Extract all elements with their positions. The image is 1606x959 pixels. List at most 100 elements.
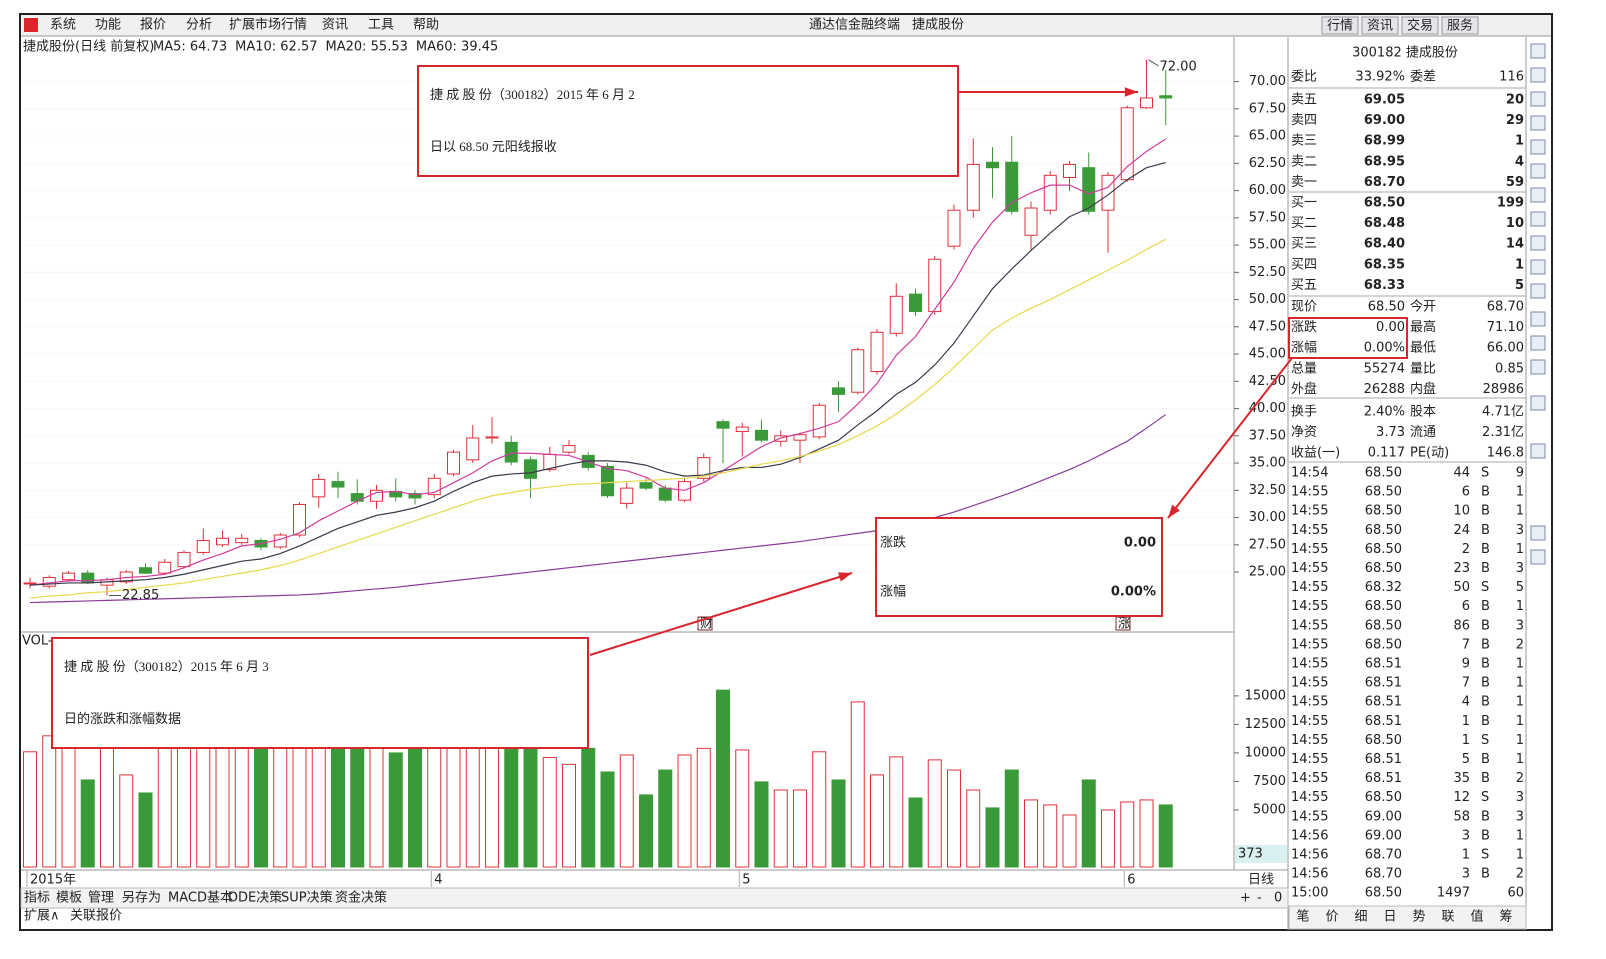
icon[interactable]	[1530, 311, 1546, 327]
menu-item[interactable]: 工具	[368, 18, 394, 33]
icon[interactable]	[1530, 235, 1546, 251]
tick-time: 14:56	[1291, 828, 1328, 843]
bottom-tab[interactable]: 扩展∧	[24, 909, 60, 924]
menu-item[interactable]: 资讯	[322, 18, 348, 33]
candle-body	[735, 426, 749, 432]
menu-item[interactable]: 扩展市场行情	[229, 17, 307, 33]
stat-value: 0.00%	[1364, 341, 1405, 356]
volume-side-box	[1235, 845, 1287, 863]
bottom-tab[interactable]: SUP决策	[281, 890, 333, 906]
icon[interactable]	[1530, 43, 1546, 59]
bottom-tab[interactable]: MACD基本	[168, 891, 233, 906]
quote-tab[interactable]: 筹	[1499, 909, 1512, 925]
candle-body	[235, 537, 249, 544]
quote-tab[interactable]: 细	[1354, 910, 1367, 925]
tick-side: B	[1481, 809, 1490, 824]
tick-time: 14:55	[1291, 561, 1328, 576]
menu-item[interactable]: 系统	[50, 18, 76, 33]
y-tick-label: 55.00	[1249, 238, 1286, 253]
quote-tab[interactable]: 日	[1383, 910, 1396, 925]
candle-body	[177, 551, 191, 568]
tick-volume: 44	[1453, 466, 1470, 481]
tick-price: 68.32	[1365, 580, 1402, 595]
arrow	[1167, 357, 1293, 519]
menu-item[interactable]: 报价	[140, 18, 166, 33]
icon[interactable]	[1530, 259, 1546, 275]
menu-item[interactable]: 功能	[95, 18, 121, 33]
quote-tab[interactable]: 笔	[1296, 909, 1309, 925]
tick-volume: 1	[1462, 733, 1470, 748]
y-tick-label: 32.50	[1249, 483, 1286, 498]
icon[interactable]	[1530, 211, 1546, 227]
tick-volume: 58	[1453, 809, 1470, 824]
volume-bar	[985, 807, 1000, 868]
tick-volume: 12	[1453, 790, 1470, 805]
bottom-tab[interactable]: 管理	[88, 891, 114, 906]
volume-bar	[234, 741, 249, 868]
icon[interactable]	[1530, 115, 1546, 131]
tick-count: 1	[1516, 504, 1524, 519]
tick-side: B	[1481, 561, 1490, 576]
menu-item[interactable]: 帮助	[413, 18, 439, 33]
quote-tab[interactable]: 价	[1325, 910, 1338, 925]
app-icon	[24, 18, 38, 32]
bottom-tab[interactable]: 资金决策	[335, 890, 387, 906]
quote-tab[interactable]: 值	[1470, 909, 1483, 925]
stat-label: 最高	[1410, 319, 1436, 335]
icon[interactable]	[1530, 395, 1546, 411]
icon[interactable]	[1530, 283, 1546, 299]
bottom-tab[interactable]: 关联报价	[70, 909, 122, 924]
icon[interactable]	[1530, 359, 1546, 375]
volume-bar	[812, 751, 827, 868]
zoom-control[interactable]: +	[1240, 891, 1251, 906]
candle-body	[1082, 167, 1096, 212]
stat-label: 量比	[1410, 361, 1436, 376]
stat-label: 涨跌	[1291, 319, 1317, 335]
stat-value: 71.10	[1487, 320, 1524, 335]
bottom-tab[interactable]: 模板	[56, 891, 82, 906]
icon[interactable]	[1530, 549, 1546, 565]
icon[interactable]	[1530, 67, 1546, 83]
toolbar-button[interactable]	[1401, 16, 1439, 35]
tick-time: 14:55	[1291, 771, 1328, 786]
candle-body	[350, 493, 364, 502]
tick-volume: 3	[1462, 867, 1470, 882]
candle-body	[293, 503, 306, 536]
quote-tab[interactable]: 势	[1412, 909, 1425, 925]
tick-time: 14:56	[1291, 867, 1328, 882]
volume-bar	[658, 769, 673, 868]
arrow	[589, 572, 853, 656]
menu-item[interactable]: 分析	[186, 18, 212, 33]
y-tick-label: 67.50	[1249, 101, 1286, 116]
window-title: 通达信金融终端	[809, 17, 900, 33]
icon[interactable]	[1530, 163, 1546, 179]
candle-body	[620, 487, 634, 504]
order-price: 68.33	[1364, 278, 1405, 293]
stat-label: 流通	[1410, 425, 1436, 440]
zoom-control[interactable]: 0	[1274, 891, 1282, 906]
arrow-head	[1124, 87, 1138, 97]
volume-bar	[600, 771, 615, 868]
icon[interactable]	[1530, 335, 1546, 351]
icon[interactable]	[1530, 525, 1546, 541]
zoom-control[interactable]: -	[1257, 891, 1262, 906]
overlay: 捷 成 股 份（300182）2015 年 6 月 2 日以 68.50 元阳线报…	[51, 65, 1408, 749]
order-price: 68.99	[1364, 134, 1405, 149]
tick-count: 1	[1516, 676, 1524, 691]
stat-label: 最低	[1410, 341, 1436, 356]
order-price: 68.35	[1364, 257, 1405, 272]
toolbar-button[interactable]	[1361, 16, 1399, 35]
tick-count: 1	[1516, 848, 1524, 863]
bottom-tab[interactable]: 指标	[24, 891, 50, 906]
icon[interactable]	[1530, 91, 1546, 107]
icon[interactable]	[1530, 443, 1546, 459]
volume-bar	[23, 751, 37, 868]
toolbar-button[interactable]	[1441, 16, 1479, 35]
quote-tab[interactable]: 联	[1441, 910, 1454, 925]
bottom-tab[interactable]: DDE决策	[228, 890, 282, 906]
volume-label: VOL-	[22, 634, 53, 649]
icon[interactable]	[1530, 187, 1546, 203]
bottom-tab[interactable]: 另存为	[122, 891, 161, 906]
icon[interactable]	[1530, 139, 1546, 155]
toolbar-button[interactable]	[1321, 16, 1359, 35]
